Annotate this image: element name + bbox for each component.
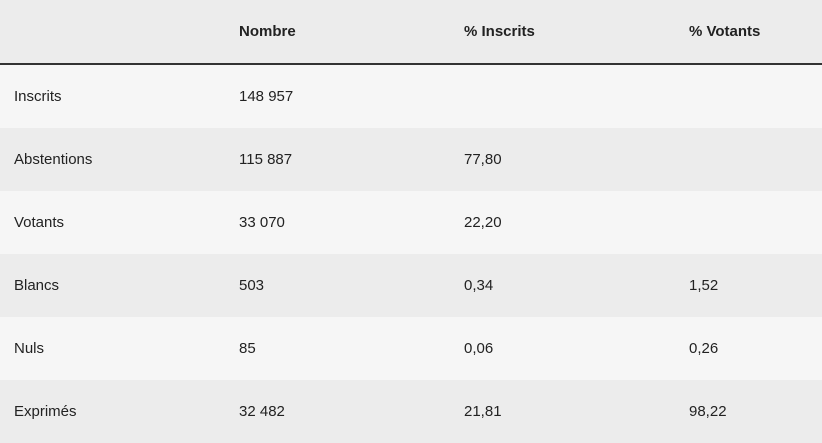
cell: 98,22: [675, 380, 822, 443]
header-cell: Nombre: [225, 0, 450, 65]
header-cell: % Votants: [675, 0, 822, 65]
table-body: Inscrits 148 957 Abstentions 115 887 77,80 Vo…: [0, 64, 822, 443]
table-row: Nuls 85 0,06 0,26: [0, 317, 822, 380]
table-row: Abstentions 115 887 77,80: [0, 128, 822, 191]
cell: 21,81: [450, 380, 675, 443]
cell: 77,80: [450, 128, 675, 191]
header-row: Nombre% Inscrits% Votants: [0, 0, 822, 65]
cell: 0,26: [675, 317, 822, 380]
row-label: Exprimés: [0, 380, 225, 443]
cell: 22,20: [450, 191, 675, 254]
row-label: Nuls: [0, 317, 225, 380]
cell: [450, 64, 675, 128]
row-label: Votants: [0, 191, 225, 254]
table-row: Inscrits 148 957: [0, 64, 822, 128]
cell: [675, 191, 822, 254]
page: Nombre% Inscrits% Votants Inscrits 148 95…: [0, 0, 822, 420]
cell: [675, 128, 822, 191]
header-cell: [0, 0, 225, 65]
cell: 0,34: [450, 254, 675, 317]
cell: 85: [225, 317, 450, 380]
row-label: Abstentions: [0, 128, 225, 191]
cell: 503: [225, 254, 450, 317]
row-label: Inscrits: [0, 64, 225, 128]
cell: 0,06: [450, 317, 675, 380]
cell: 115 887: [225, 128, 450, 191]
cell: [675, 64, 822, 128]
table-row: Votants 33 070 22,20: [0, 191, 822, 254]
row-label: Blancs: [0, 254, 225, 317]
table-row: Blancs 503 0,34 1,52: [0, 254, 822, 317]
cell: 33 070: [225, 191, 450, 254]
cell: 148 957: [225, 64, 450, 128]
table-row: Exprimés 32 482 21,81 98,22: [0, 380, 822, 443]
cell: 32 482: [225, 380, 450, 443]
header-cell: % Inscrits: [450, 0, 675, 65]
table-header: Nombre% Inscrits% Votants: [0, 0, 822, 65]
cell: 1,52: [675, 254, 822, 317]
